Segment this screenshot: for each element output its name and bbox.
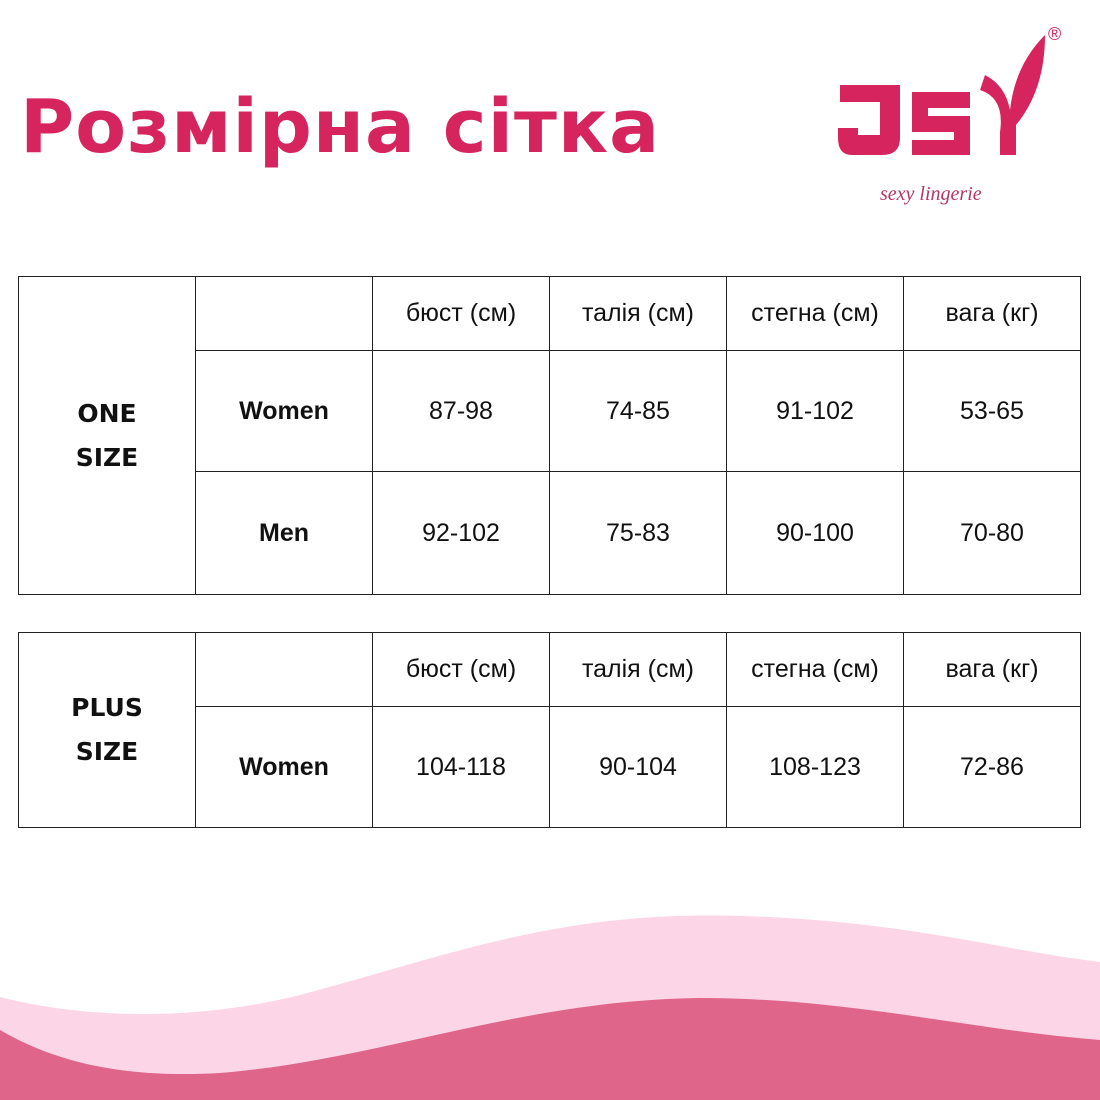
header-weight: вага (кг)	[903, 632, 1081, 707]
jsy-logo: ®	[838, 24, 1061, 155]
cell-hips: 108-123	[726, 706, 904, 828]
plus-size-table: PLUS SIZE бюст (см) талія (см) стегна (см…	[18, 632, 1081, 828]
header-hips: стегна (см)	[726, 276, 904, 351]
empty-header-cell	[195, 632, 373, 707]
cell-bust: 104-118	[372, 706, 550, 828]
cell-waist: 74-85	[549, 350, 727, 472]
svg-text:®: ®	[1048, 24, 1061, 44]
header-bust: бюст (см)	[372, 276, 550, 351]
empty-header-cell	[195, 276, 373, 351]
one-size-table: ONE SIZE бюст (см) талія (см) стегна (см)…	[18, 276, 1081, 595]
size-label-one-size: ONE SIZE	[18, 276, 196, 595]
cell-weight: 72-86	[903, 706, 1081, 828]
table-row: Women 87-98 74-85 91-102 53-65	[19, 350, 1081, 472]
cell-hips: 91-102	[726, 350, 904, 472]
header-hips: стегна (см)	[726, 632, 904, 707]
row-label-women: Women	[195, 706, 373, 828]
wave-dark	[0, 998, 1100, 1100]
cell-bust: 87-98	[372, 350, 550, 472]
decorative-waves	[0, 915, 1100, 1100]
size-label-plus-size: PLUS SIZE	[18, 632, 196, 828]
logo-tagline: sexy lingerie	[880, 183, 982, 205]
cell-waist: 75-83	[549, 471, 727, 595]
cell-waist: 90-104	[549, 706, 727, 828]
table-row: Men 92-102 75-83 90-100 70-80	[19, 471, 1081, 595]
cell-weight: 53-65	[903, 350, 1081, 472]
table-row: Women 104-118 90-104 108-123 72-86	[19, 706, 1081, 828]
cell-weight: 70-80	[903, 471, 1081, 595]
page-title: Розмірна сітка	[20, 84, 661, 170]
header-weight: вага (кг)	[903, 276, 1081, 351]
cell-hips: 90-100	[726, 471, 904, 595]
row-label-men: Men	[195, 471, 373, 595]
cell-bust: 92-102	[372, 471, 550, 595]
header-bust: бюст (см)	[372, 632, 550, 707]
row-label-women: Women	[195, 350, 373, 472]
header-waist: талія (см)	[549, 632, 727, 707]
header-waist: талія (см)	[549, 276, 727, 351]
